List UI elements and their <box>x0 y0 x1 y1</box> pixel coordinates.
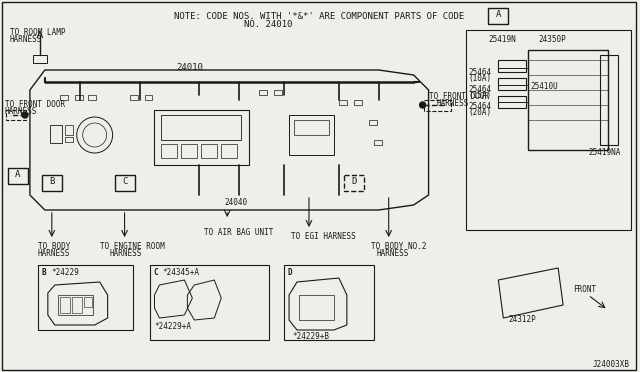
Bar <box>284 265 374 340</box>
Bar <box>354 100 362 105</box>
Bar <box>50 125 62 143</box>
Bar <box>369 120 377 125</box>
Bar <box>161 115 241 140</box>
Text: (10A): (10A) <box>468 74 492 83</box>
Bar <box>202 144 217 158</box>
Bar <box>499 96 526 108</box>
Bar <box>84 297 92 307</box>
Text: 25464: 25464 <box>468 102 492 111</box>
Text: J24003XB: J24003XB <box>593 360 630 369</box>
Bar <box>38 265 132 330</box>
Bar <box>58 295 93 315</box>
Text: 24312P: 24312P <box>508 315 536 324</box>
Bar <box>339 100 347 105</box>
Bar <box>60 95 68 100</box>
Bar <box>6 110 26 120</box>
Bar <box>88 95 96 100</box>
Text: *24345+A: *24345+A <box>163 268 200 277</box>
Text: NOTE: CODE NOS. WITH '*&*' ARE COMPONENT PARTS OF CODE: NOTE: CODE NOS. WITH '*&*' ARE COMPONENT… <box>175 12 465 21</box>
Text: B: B <box>42 268 47 277</box>
Bar <box>344 175 364 191</box>
Text: TO EGI HARNESS: TO EGI HARNESS <box>291 232 356 241</box>
Bar <box>72 297 82 313</box>
Text: TO BODY: TO BODY <box>38 242 70 251</box>
Text: HARNESS: HARNESS <box>38 249 70 258</box>
Bar <box>274 90 282 95</box>
Bar <box>374 140 381 145</box>
Bar <box>294 120 329 135</box>
Bar <box>299 295 334 320</box>
Bar <box>8 168 28 184</box>
Text: TO ENGINE ROOM: TO ENGINE ROOM <box>100 242 164 251</box>
Text: 24010: 24010 <box>176 63 203 72</box>
Bar <box>289 115 334 155</box>
Text: 25464: 25464 <box>468 68 492 77</box>
Text: *24229: *24229 <box>52 268 79 277</box>
Bar <box>145 95 152 100</box>
Bar <box>488 8 508 24</box>
Text: TO ROOM LAMP: TO ROOM LAMP <box>10 28 65 37</box>
Bar <box>42 175 62 191</box>
Bar <box>161 144 177 158</box>
Bar <box>115 175 134 191</box>
Bar <box>150 265 269 340</box>
Bar <box>424 100 451 111</box>
Bar <box>65 125 73 135</box>
Bar <box>33 55 47 63</box>
Text: TO FRONT DOOR: TO FRONT DOOR <box>5 100 65 109</box>
Text: *24229+A: *24229+A <box>154 322 191 331</box>
Text: B: B <box>49 177 54 186</box>
Bar <box>499 60 526 72</box>
Text: 25419N: 25419N <box>488 35 516 44</box>
Text: C: C <box>122 177 127 186</box>
Text: HARNESS: HARNESS <box>10 35 42 44</box>
Text: *24229+B: *24229+B <box>292 332 329 341</box>
Text: D: D <box>351 177 356 186</box>
Text: 24350P: 24350P <box>538 35 566 44</box>
Bar <box>154 110 249 165</box>
Circle shape <box>22 112 28 118</box>
Bar <box>499 78 526 90</box>
Text: A: A <box>495 10 501 19</box>
Bar <box>75 95 83 100</box>
Bar <box>467 30 631 230</box>
Text: HARNESS: HARNESS <box>109 249 142 258</box>
Text: HARNESS: HARNESS <box>436 99 469 108</box>
Bar <box>259 90 267 95</box>
Text: D: D <box>287 268 292 277</box>
Text: FRONT: FRONT <box>573 285 596 294</box>
Text: TO FRONT DOOR: TO FRONT DOOR <box>429 92 489 101</box>
Bar <box>181 144 197 158</box>
Text: (15A): (15A) <box>468 91 492 100</box>
Bar <box>528 50 608 150</box>
Bar <box>60 297 70 313</box>
Bar <box>221 144 237 158</box>
Bar <box>65 137 73 142</box>
Circle shape <box>420 102 426 108</box>
Text: HARNESS: HARNESS <box>377 249 409 258</box>
Bar <box>600 55 618 145</box>
Text: A: A <box>15 170 20 179</box>
Text: TO BODY NO.2: TO BODY NO.2 <box>371 242 426 251</box>
Bar <box>129 95 138 100</box>
Text: 24040: 24040 <box>224 198 248 207</box>
Text: C: C <box>154 268 158 277</box>
Text: (20A): (20A) <box>468 108 492 117</box>
Text: 25464: 25464 <box>468 85 492 94</box>
Text: HARNESS: HARNESS <box>5 107 37 116</box>
Text: 25419NA: 25419NA <box>588 148 620 157</box>
Text: NO. 24010: NO. 24010 <box>244 20 292 29</box>
Text: 25410U: 25410U <box>530 82 558 91</box>
Text: TO AIR BAG UNIT: TO AIR BAG UNIT <box>204 228 274 237</box>
